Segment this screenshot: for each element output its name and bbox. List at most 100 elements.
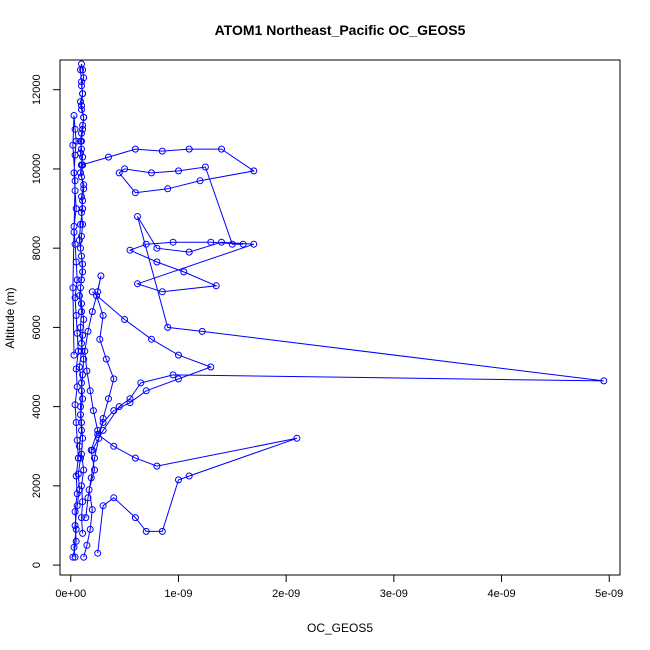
y-tick-label: 2000 — [31, 474, 43, 498]
data-point — [78, 173, 85, 181]
y-axis-label: Altitude (m) — [3, 287, 17, 348]
data-point — [79, 220, 87, 228]
series-line-4 — [81, 148, 604, 451]
data-point — [75, 442, 83, 450]
data-point — [99, 502, 107, 510]
data-point — [71, 553, 79, 561]
data-point — [250, 240, 258, 248]
data-point — [80, 466, 88, 474]
y-tick-label: 10000 — [31, 154, 43, 185]
data-point — [134, 213, 141, 220]
data-point — [79, 260, 87, 268]
data-point — [75, 236, 83, 244]
data-point — [218, 238, 225, 246]
data-point — [79, 529, 87, 537]
data-point — [87, 474, 95, 482]
data-point — [81, 347, 89, 355]
data-point — [85, 486, 93, 494]
chart-title: ATOM1 Northeast_Pacific OC_GEOS5 — [215, 22, 466, 38]
data-point — [69, 284, 77, 292]
data-point — [126, 395, 134, 403]
data-point — [83, 541, 91, 549]
data-point — [164, 185, 172, 193]
data-point — [131, 514, 139, 522]
data-point — [79, 268, 87, 276]
data-point — [72, 537, 80, 545]
data-point — [73, 490, 81, 498]
data-point — [78, 137, 85, 145]
data-point — [102, 355, 110, 363]
data-point — [600, 377, 608, 385]
data-point — [153, 462, 161, 470]
data-point — [71, 240, 79, 248]
data-point — [207, 238, 215, 246]
data-point — [110, 407, 118, 415]
plot-frame — [59, 59, 621, 576]
data-point — [78, 426, 85, 434]
data-point — [80, 185, 88, 193]
data-point — [78, 419, 85, 426]
x-tick-label: 0e+00 — [55, 588, 86, 600]
data-point — [293, 434, 301, 442]
data-point — [77, 454, 84, 462]
data-point — [110, 442, 118, 450]
data-point — [73, 383, 81, 391]
data-point — [71, 151, 79, 159]
data-point — [78, 209, 85, 216]
data-point — [80, 553, 88, 561]
data-point — [142, 240, 150, 248]
data-point — [79, 121, 87, 129]
data-point — [72, 472, 80, 480]
data-point — [134, 280, 141, 288]
series-line-3 — [83, 275, 115, 558]
data-point — [121, 165, 129, 173]
data-point — [72, 258, 80, 266]
data-point — [201, 163, 209, 171]
data-point — [91, 466, 98, 474]
data-point — [78, 106, 85, 113]
data-point — [78, 514, 85, 522]
data-point — [78, 145, 85, 153]
data-point — [78, 161, 85, 169]
x-tick-label: 3e-09 — [380, 588, 408, 600]
data-point — [70, 112, 78, 119]
data-point — [99, 312, 107, 319]
y-tick-label: 0 — [31, 562, 43, 568]
data-point — [72, 365, 80, 373]
data-point — [212, 282, 220, 290]
data-point — [175, 375, 182, 383]
data-point — [88, 446, 96, 454]
data-point — [105, 153, 112, 161]
x-tick-label: 5e-09 — [595, 588, 623, 600]
data-point — [78, 387, 85, 395]
data-point — [77, 220, 84, 228]
data-point — [93, 292, 101, 300]
data-point — [78, 379, 85, 387]
data-point — [158, 288, 166, 296]
data-point — [180, 268, 188, 276]
data-point — [126, 246, 134, 254]
y-axis: 0 2000 4000 6000 8000 10000 12000 — [31, 74, 60, 568]
data-point — [86, 525, 94, 533]
data-point — [72, 205, 80, 213]
data-point — [158, 527, 166, 535]
data-point — [175, 476, 182, 484]
data-point — [84, 494, 92, 502]
data-point — [78, 82, 85, 90]
data-point — [75, 486, 83, 494]
data-point — [99, 419, 107, 426]
data-point — [79, 197, 87, 205]
data-point — [196, 177, 204, 185]
y-tick-label: 8000 — [31, 236, 43, 260]
data-point — [153, 258, 161, 266]
data-point — [79, 125, 87, 133]
x-tick-label: 4e-09 — [487, 588, 515, 600]
data-point — [75, 292, 83, 300]
data-point — [69, 553, 77, 561]
data-point — [78, 78, 85, 86]
data-point — [94, 549, 102, 557]
data-point — [153, 244, 161, 252]
data-point — [86, 387, 94, 395]
data-point — [115, 169, 123, 177]
data-point — [78, 193, 85, 201]
